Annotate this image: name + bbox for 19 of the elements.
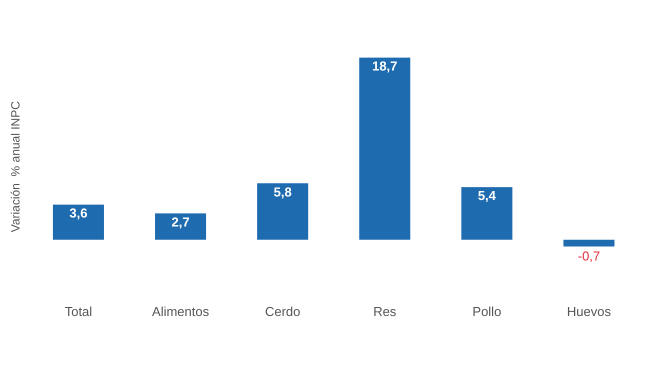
bar	[461, 187, 512, 240]
x-tick-label: Alimentos	[152, 304, 210, 319]
x-tick-label: Huevos	[566, 304, 612, 319]
data-label: 3,6	[69, 206, 88, 221]
data-label: 5,4	[478, 188, 497, 204]
data-label: -0,7	[578, 248, 600, 264]
data-label: 5,8	[274, 184, 292, 200]
data-label: 18,7	[372, 58, 398, 74]
bar	[257, 183, 308, 240]
y-axis-title: Variación % anual INPC	[8, 100, 23, 232]
bar	[155, 213, 206, 240]
x-tick-label: Cerdo	[264, 304, 300, 319]
x-tick-label: Res	[373, 304, 397, 319]
bar	[359, 58, 410, 240]
bar	[52, 204, 104, 240]
x-tick-label: Total	[64, 304, 92, 319]
bar	[563, 240, 614, 247]
data-label: 2,7	[172, 214, 190, 230]
x-tick-label: Pollo	[472, 304, 502, 319]
